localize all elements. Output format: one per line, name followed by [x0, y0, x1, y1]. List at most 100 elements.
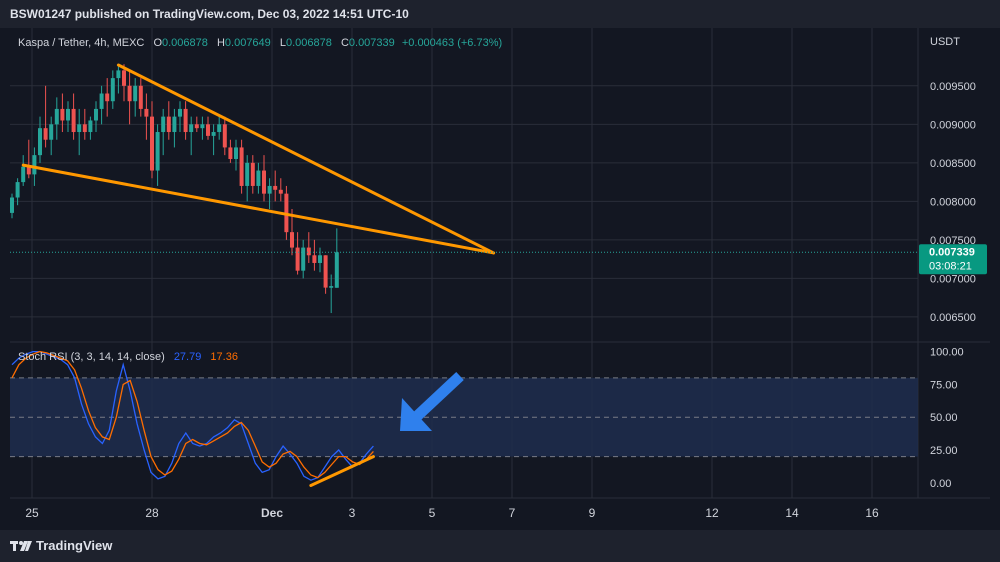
rsi-tick-label: 0.00	[930, 478, 951, 490]
candle-body	[267, 185, 272, 194]
legend-l-label: L	[280, 37, 286, 49]
brand[interactable]: TradingView	[10, 538, 112, 553]
candle-body	[211, 132, 216, 136]
candle-body	[290, 232, 294, 248]
candle-body	[144, 108, 149, 117]
candle-body	[133, 85, 138, 102]
candle-body	[116, 70, 121, 79]
rsi-d-value: 17.36	[210, 351, 238, 363]
legend-c-label: C	[341, 37, 349, 49]
candle-body	[295, 247, 300, 271]
candle-body	[262, 170, 266, 194]
candle-body	[99, 93, 104, 109]
brand-name: TradingView	[36, 538, 113, 553]
candle-body	[161, 116, 166, 133]
chart-svg[interactable]: Kaspa / Tether, 4h, MEXC O0.006878 H0.00…	[0, 28, 1000, 530]
candle-body	[245, 162, 250, 186]
candle-body	[234, 147, 238, 159]
candle-body	[150, 116, 154, 171]
legend-o-label: O	[153, 37, 162, 49]
candle-body	[166, 116, 171, 133]
candle-body	[127, 85, 132, 102]
candle-body	[10, 197, 14, 213]
chart-frame: Kaspa / Tether, 4h, MEXC O0.006878 H0.00…	[0, 28, 1000, 530]
time-tick-label: 12	[705, 506, 719, 520]
tradingview-logo-icon	[10, 540, 32, 551]
candle-body	[82, 124, 87, 133]
candle-body	[256, 170, 261, 186]
price-axis[interactable]: 0.009500 0.009000 0.008500 0.008000 0.007500…	[930, 81, 976, 324]
candle-body	[273, 185, 278, 190]
legend-c-value: 0.007339	[349, 37, 395, 49]
price-tick-label: 0.009500	[930, 81, 976, 93]
time-tick-label: 5	[429, 506, 436, 520]
price-tick-label: 0.007500	[930, 235, 976, 247]
price-tick-label: 0.008000	[930, 196, 976, 208]
rsi-axis[interactable]: 100.00 75.00 50.00 25.00 0.00	[930, 347, 964, 490]
candle-body	[32, 155, 37, 175]
time-axis[interactable]: 25 28 Dec 3 5 7 9 12 14 16	[25, 506, 879, 520]
last-price-badge-bg	[919, 244, 987, 275]
time-tick-label: Dec	[261, 506, 283, 520]
candle-body	[122, 70, 126, 86]
rsi-legend: Stoch RSI (3, 3, 14, 14, close) 27.79 17…	[18, 351, 238, 363]
candle-body	[189, 124, 194, 133]
price-tick-label: 0.008500	[930, 158, 976, 170]
legend-h-label: H	[217, 37, 225, 49]
legend-l-value: 0.006878	[286, 37, 332, 49]
legend-o-value: 0.006878	[162, 37, 208, 49]
candle-body	[138, 85, 143, 109]
candle-body	[323, 255, 328, 288]
candle-body	[110, 78, 115, 102]
legend-symbol: Kaspa / Tether, 4h, MEXC	[18, 37, 144, 49]
candle-body	[43, 128, 48, 140]
candle-body	[49, 124, 54, 140]
candle-body	[312, 255, 317, 263]
candle-body	[15, 182, 20, 198]
candle-body	[21, 166, 26, 183]
time-tick-label: 3	[349, 506, 356, 520]
trendline-upper	[116, 63, 496, 255]
price-tick-label: 0.009000	[930, 119, 976, 131]
candle-body	[194, 124, 199, 129]
candle-body	[250, 162, 255, 186]
rsi-k-value: 27.79	[174, 351, 202, 363]
candle-body	[94, 108, 98, 121]
candle-body	[88, 120, 93, 133]
candle-body	[54, 108, 59, 125]
price-tick-label: 0.006500	[930, 312, 976, 324]
candle-body	[306, 247, 311, 256]
candle-body	[239, 147, 244, 186]
price-pane[interactable]	[10, 28, 918, 342]
candle-body	[155, 132, 160, 171]
stoch-rsi-d-line	[11, 350, 374, 479]
candle-body	[105, 93, 110, 102]
candle-body	[172, 116, 177, 133]
candle-body	[38, 128, 42, 156]
time-tick-label: 28	[145, 506, 159, 520]
rsi-trendline	[309, 455, 375, 487]
price-tick-label: 0.007000	[930, 273, 976, 285]
candle-body	[206, 124, 210, 136]
candle-body	[66, 108, 70, 121]
currency-label: USDT	[930, 36, 960, 48]
candle-body	[200, 124, 205, 129]
rsi-tick-label: 50.00	[930, 412, 958, 424]
candle-body	[60, 108, 65, 121]
rsi-tick-label: 100.00	[930, 347, 964, 359]
candle-body	[301, 247, 306, 271]
time-tick-label: 14	[785, 506, 799, 520]
countdown-value: 03:08:21	[929, 260, 972, 272]
annotation-arrow-icon	[400, 371, 464, 431]
last-price-value: 0.007339	[929, 246, 975, 258]
rsi-levels	[10, 377, 918, 458]
stoch-rsi-k-line	[11, 350, 374, 481]
published-text: BSW01247 published on TradingView.com, D…	[10, 7, 409, 21]
trendlines	[21, 63, 496, 487]
rsi-lines	[11, 350, 374, 481]
candle-body	[228, 147, 233, 159]
candle-body	[178, 108, 182, 117]
publish-header: BSW01247 published on TradingView.com, D…	[0, 0, 1000, 28]
last-price-badge: 0.007339 03:08:21	[919, 244, 987, 275]
candle-body	[77, 124, 82, 133]
